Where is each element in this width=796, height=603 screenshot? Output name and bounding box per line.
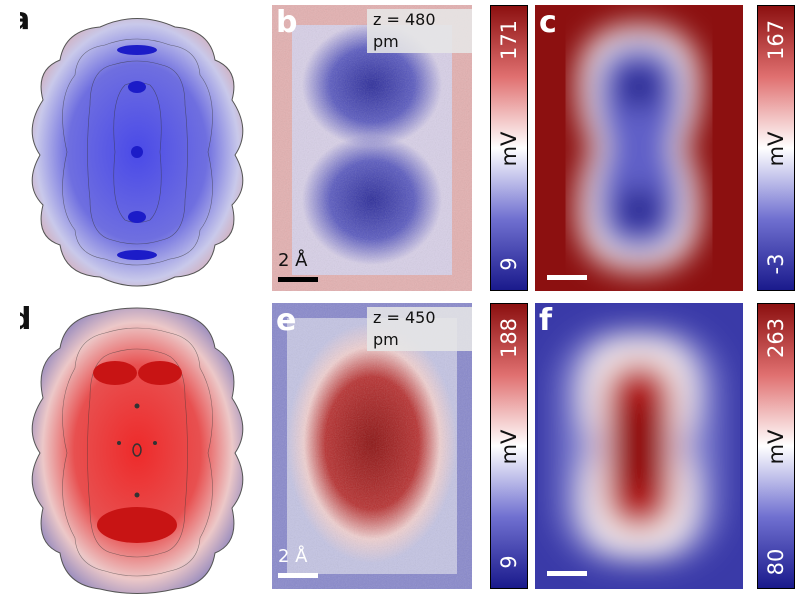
panel-c-map: c — [535, 5, 743, 291]
colorbar-c-min: -3 — [764, 253, 788, 275]
colorbar-f-min: 80 — [764, 548, 788, 576]
panel-e-map: e z = 450 pm 2 Å — [272, 303, 472, 589]
colorbar-c: 167 mV -3 — [757, 5, 795, 291]
panel-d-label: d — [20, 303, 32, 337]
panel-e-height-label: z = 450 pm — [367, 307, 472, 351]
colorbar-b-min: 9 — [497, 257, 521, 271]
colorbar-f: 263 mV 80 — [757, 303, 795, 589]
panel-d-esp-surface: d — [20, 303, 255, 598]
colorbar-e: 188 mV 9 — [490, 303, 528, 589]
colorbar-c-unit: mV — [764, 131, 788, 167]
colorbar-e-min: 9 — [497, 555, 521, 569]
colorbar-b-max: 171 — [497, 19, 521, 61]
panel-f-label: f — [539, 303, 553, 338]
panel-a-label: a — [20, 5, 31, 37]
panel-b-label: b — [276, 5, 298, 40]
panel-b-scale-bar — [278, 277, 318, 282]
panel-a-esp-surface: a — [20, 5, 255, 295]
colorbar-b: 171 mV 9 — [490, 5, 528, 291]
panel-e-label: e — [276, 303, 297, 338]
panel-b-scale-label: 2 Å — [278, 250, 308, 271]
panel-c-label: c — [539, 5, 557, 40]
panel-b-map: b z = 480 pm 2 Å — [272, 5, 472, 291]
colorbar-e-unit: mV — [497, 429, 521, 465]
colorbar-e-max: 188 — [497, 317, 521, 359]
panel-f-scale-bar — [547, 571, 587, 576]
panel-f-map: f — [535, 303, 743, 589]
colorbar-c-max: 167 — [764, 19, 788, 61]
colorbar-b-unit: mV — [497, 131, 521, 167]
panel-e-scale-bar — [278, 573, 318, 578]
colorbar-f-unit: mV — [764, 429, 788, 465]
panel-e-scale-label: 2 Å — [278, 546, 308, 567]
panel-c-scale-bar — [547, 275, 587, 280]
panel-b-height-label: z = 480 pm — [367, 9, 472, 53]
colorbar-f-max: 263 — [764, 317, 788, 359]
